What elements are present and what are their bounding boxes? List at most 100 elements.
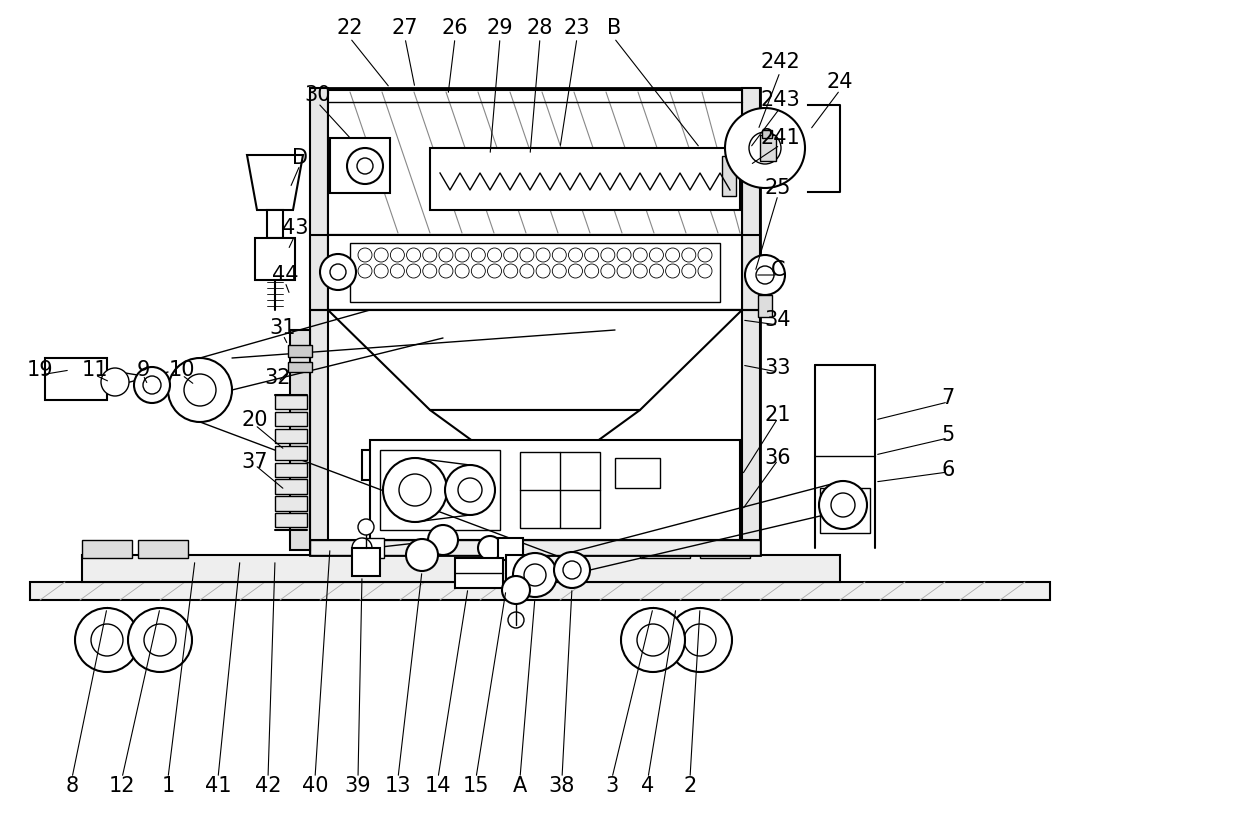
Bar	[45, 358, 107, 400]
Text: 43: 43	[281, 218, 309, 238]
Text: 10: 10	[169, 360, 195, 380]
Text: 23: 23	[564, 18, 590, 38]
Circle shape	[407, 264, 420, 278]
Circle shape	[91, 624, 123, 656]
Bar	[310, 88, 760, 555]
Circle shape	[563, 561, 582, 579]
Bar	[255, 238, 295, 280]
Circle shape	[455, 264, 469, 278]
Text: 38: 38	[549, 776, 575, 796]
Text: 1: 1	[161, 776, 175, 796]
Circle shape	[352, 538, 372, 558]
Bar	[275, 395, 308, 409]
Circle shape	[698, 264, 712, 278]
Circle shape	[358, 519, 374, 535]
Bar	[498, 538, 523, 560]
Circle shape	[650, 248, 663, 262]
Text: 5: 5	[941, 425, 955, 445]
Circle shape	[520, 248, 534, 262]
Circle shape	[439, 248, 453, 262]
Text: 21: 21	[765, 405, 791, 425]
Text: 22: 22	[337, 18, 363, 38]
Circle shape	[358, 248, 372, 262]
Circle shape	[749, 132, 781, 164]
Circle shape	[423, 264, 436, 278]
Text: 24: 24	[827, 72, 853, 92]
Circle shape	[374, 264, 388, 278]
Circle shape	[445, 465, 495, 515]
Polygon shape	[430, 410, 640, 450]
Text: 32: 32	[265, 368, 291, 388]
Bar	[370, 440, 740, 540]
Polygon shape	[329, 310, 742, 410]
Bar	[30, 582, 1050, 600]
Text: 7: 7	[941, 388, 955, 408]
Text: 27: 27	[392, 18, 418, 38]
Circle shape	[682, 264, 696, 278]
Circle shape	[320, 254, 356, 290]
Text: 4: 4	[641, 776, 655, 796]
Circle shape	[330, 264, 346, 280]
Bar	[455, 558, 503, 588]
Bar	[82, 555, 839, 582]
Circle shape	[487, 264, 501, 278]
Circle shape	[818, 481, 867, 529]
Text: 2: 2	[683, 776, 697, 796]
Circle shape	[428, 525, 458, 555]
Bar	[820, 488, 870, 533]
Circle shape	[184, 374, 216, 406]
Bar	[329, 235, 742, 310]
Bar	[275, 446, 308, 460]
Bar	[138, 540, 188, 558]
Text: D: D	[291, 148, 308, 168]
Bar	[763, 130, 773, 138]
Text: A: A	[513, 776, 527, 796]
Circle shape	[554, 552, 590, 588]
Bar	[330, 138, 391, 193]
Circle shape	[725, 108, 805, 188]
Circle shape	[618, 248, 631, 262]
Text: 29: 29	[486, 18, 513, 38]
Bar	[379, 450, 500, 530]
Text: 14: 14	[425, 776, 451, 796]
Circle shape	[698, 248, 712, 262]
Bar	[760, 135, 776, 161]
Bar	[701, 540, 750, 558]
Bar	[506, 555, 526, 600]
Circle shape	[439, 264, 453, 278]
Bar	[275, 496, 308, 510]
Bar	[275, 412, 308, 427]
Text: 33: 33	[765, 358, 791, 378]
Text: 12: 12	[109, 776, 135, 796]
Text: 39: 39	[345, 776, 371, 796]
Text: 36: 36	[765, 448, 791, 468]
Text: 37: 37	[242, 452, 268, 472]
Circle shape	[358, 264, 372, 278]
Text: 3: 3	[605, 776, 619, 796]
Circle shape	[568, 264, 583, 278]
Bar	[275, 513, 308, 528]
Circle shape	[525, 564, 546, 586]
Circle shape	[568, 248, 583, 262]
Circle shape	[399, 474, 432, 506]
Bar	[722, 156, 737, 196]
Circle shape	[502, 576, 529, 604]
Circle shape	[621, 608, 684, 672]
Bar	[430, 148, 740, 210]
Circle shape	[357, 158, 373, 174]
Text: B: B	[606, 18, 621, 38]
Text: 6: 6	[941, 460, 955, 480]
Bar	[310, 540, 760, 555]
Circle shape	[423, 248, 436, 262]
Circle shape	[831, 493, 856, 517]
Circle shape	[143, 376, 161, 394]
Bar	[329, 90, 742, 235]
Circle shape	[601, 264, 615, 278]
Circle shape	[666, 248, 680, 262]
Circle shape	[666, 264, 680, 278]
Circle shape	[455, 248, 469, 262]
Text: 44: 44	[272, 265, 299, 285]
Circle shape	[682, 248, 696, 262]
Circle shape	[650, 264, 663, 278]
Bar	[310, 88, 329, 555]
